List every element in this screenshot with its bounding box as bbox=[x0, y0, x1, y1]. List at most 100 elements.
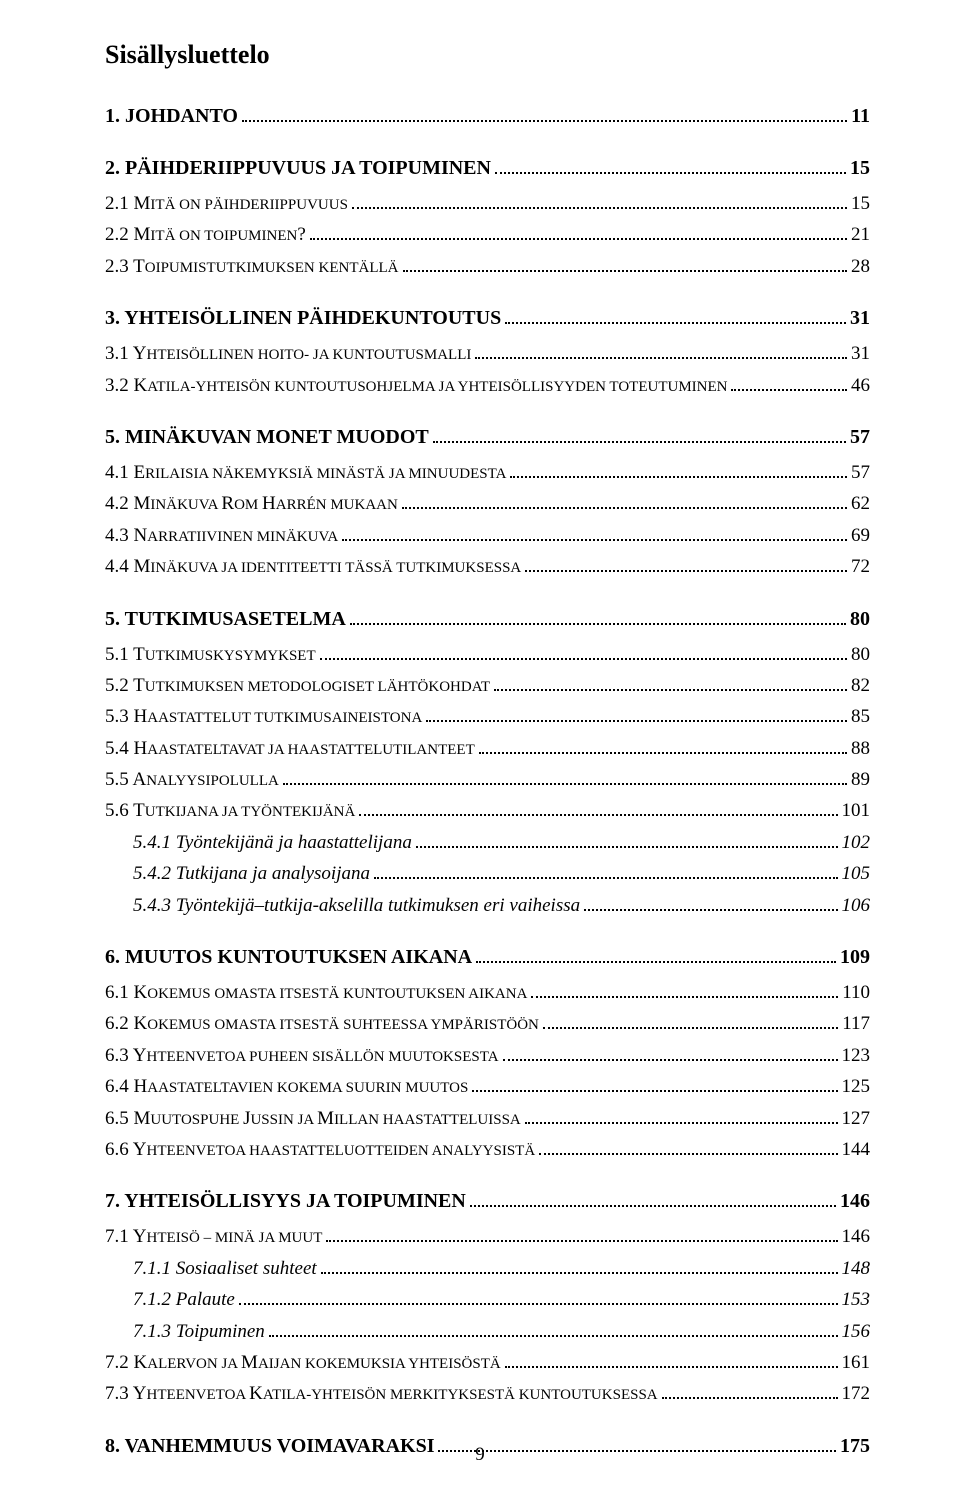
toc-entry: 6.1 KOKEMUS OMASTA ITSESTÄ KUNTOUTUKSEN … bbox=[105, 977, 870, 1008]
toc-entry-page: 57 bbox=[851, 458, 870, 488]
toc-entry: 3. YHTEISÖLLINEN PÄIHDEKUNTOUTUS31 bbox=[105, 302, 870, 334]
toc-leader-dots bbox=[472, 1071, 837, 1092]
toc-leader-dots bbox=[494, 670, 847, 691]
toc-entry-label: 5. TUTKIMUSASETELMA bbox=[105, 603, 346, 635]
toc-entry-page: 82 bbox=[851, 671, 870, 701]
toc-entry-label: 7.1.1 Sosiaaliset suhteet bbox=[105, 1254, 317, 1284]
toc-leader-dots bbox=[374, 858, 838, 879]
toc-entry-label: 6.3 YHTEENVETOA PUHEEN SISÄLLÖN MUUTOKSE… bbox=[105, 1041, 499, 1071]
toc-entry-page: 127 bbox=[842, 1104, 871, 1134]
toc-entry-label: 7.2 KALERVON JA MAIJAN KOKEMUKSIA YHTEIS… bbox=[105, 1348, 501, 1378]
toc-entry: 3.2 KATILA-YHTEISÖN KUNTOUTUSOHJELMA JA … bbox=[105, 370, 870, 401]
toc-entry-page: 69 bbox=[851, 521, 870, 551]
toc-entry: 5.4.3 Työntekijä–tutkija-akselilla tutki… bbox=[105, 890, 870, 921]
document-page: Sisällysluettelo 1. JOHDANTO112. PÄIHDER… bbox=[0, 0, 960, 1506]
toc-entry-label: 6. MUUTOS KUNTOUTUKSEN AIKANA bbox=[105, 941, 472, 973]
toc-entry: 5.4 HAASTATELTAVAT JA HAASTATTELUTILANTE… bbox=[105, 733, 870, 764]
toc-entry-label: 2.1 MITÄ ON PÄIHDERIIPPUVUUS bbox=[105, 189, 348, 219]
toc-entry-label: 7.3 YHTEENVETOA KATILA-YHTEISÖN MERKITYK… bbox=[105, 1379, 658, 1409]
toc-entry: 7.1.3 Toipuminen156 bbox=[105, 1316, 870, 1347]
toc-leader-dots bbox=[310, 219, 847, 240]
toc-leader-dots bbox=[416, 827, 838, 848]
toc-entry-page: 57 bbox=[850, 421, 870, 453]
toc-entry: 5.2 TUTKIMUKSEN METODOLOGISET LÄHTÖKOHDA… bbox=[105, 670, 870, 701]
toc-entry: 7.2 KALERVON JA MAIJAN KOKEMUKSIA YHTEIS… bbox=[105, 1347, 870, 1378]
toc-leader-dots bbox=[283, 764, 847, 785]
toc-entry: 4.2 MINÄKUVA ROM HARRÉN MUKAAN 62 bbox=[105, 488, 870, 519]
toc-entry-page: 15 bbox=[851, 189, 870, 219]
toc-entry-page: 28 bbox=[851, 252, 870, 282]
toc-entry: 7.3 YHTEENVETOA KATILA-YHTEISÖN MERKITYK… bbox=[105, 1378, 870, 1409]
toc-entry: 2.2 MITÄ ON TOIPUMINEN?21 bbox=[105, 219, 870, 250]
toc-entry-page: 146 bbox=[842, 1222, 871, 1252]
toc-entry: 5. MINÄKUVAN MONET MUODOT57 bbox=[105, 421, 870, 453]
toc-leader-dots bbox=[510, 457, 847, 478]
toc-entry: 1. JOHDANTO11 bbox=[105, 100, 870, 132]
toc-entry-label: 1. JOHDANTO bbox=[105, 100, 238, 132]
toc-entry: 6.5 MUUTOSPUHE JUSSIN JA MILLAN HAASTATT… bbox=[105, 1103, 870, 1134]
toc-leader-dots bbox=[326, 1221, 837, 1242]
page-number: 9 bbox=[0, 1444, 960, 1466]
toc-leader-dots bbox=[731, 370, 847, 391]
toc-entry-label: 5.2 TUTKIMUKSEN METODOLOGISET LÄHTÖKOHDA… bbox=[105, 671, 490, 701]
toc-entry-page: 161 bbox=[842, 1348, 871, 1378]
toc-leader-dots bbox=[525, 551, 847, 572]
toc-entry-page: 146 bbox=[840, 1185, 870, 1217]
toc-entry-label: 6.6 YHTEENVETOA HAASTATTELUOTTEIDEN ANAL… bbox=[105, 1135, 535, 1165]
toc-leader-dots bbox=[505, 302, 846, 324]
toc-leader-dots bbox=[475, 338, 847, 359]
toc-leader-dots bbox=[470, 1185, 836, 1207]
toc-entry-label: 5.6 TUTKIJANA JA TYÖNTEKIJÄNÄ bbox=[105, 796, 355, 826]
toc-entry-label: 2.3 TOIPUMISTUTKIMUKSEN KENTÄLLÄ bbox=[105, 252, 399, 282]
toc-entry: 5.6 TUTKIJANA JA TYÖNTEKIJÄNÄ101 bbox=[105, 795, 870, 826]
toc-entry-page: 109 bbox=[840, 941, 870, 973]
toc-leader-dots bbox=[433, 421, 846, 443]
toc-leader-dots bbox=[342, 520, 847, 541]
toc-entry-page: 144 bbox=[842, 1135, 871, 1165]
toc-entry: 7.1.1 Sosiaaliset suhteet 148 bbox=[105, 1253, 870, 1284]
toc-leader-dots bbox=[350, 603, 846, 625]
toc-entry-label: 6.2 KOKEMUS OMASTA ITSESTÄ SUHTEESSA YMP… bbox=[105, 1009, 539, 1039]
toc-entry-page: 85 bbox=[851, 702, 870, 732]
toc-entry-page: 110 bbox=[842, 978, 870, 1008]
toc-entry-page: 102 bbox=[842, 828, 871, 858]
toc-entry: 5.4.2 Tutkijana ja analysoijana105 bbox=[105, 858, 870, 889]
toc-leader-dots bbox=[525, 1103, 838, 1124]
toc-entry-page: 88 bbox=[851, 734, 870, 764]
toc-entry: 2.3 TOIPUMISTUTKIMUKSEN KENTÄLLÄ 28 bbox=[105, 251, 870, 282]
toc-entry: 4.1 ERILAISIA NÄKEMYKSIÄ MINÄSTÄ JA MINU… bbox=[105, 457, 870, 488]
toc-list: 1. JOHDANTO11 2. PÄIHDERIIPPUVUUS JA TOIP… bbox=[105, 100, 870, 1462]
toc-entry: 2.1 MITÄ ON PÄIHDERIIPPUVUUS 15 bbox=[105, 188, 870, 219]
toc-entry-page: 89 bbox=[851, 765, 870, 795]
toc-entry-page: 72 bbox=[851, 552, 870, 582]
toc-entry-page: 62 bbox=[851, 489, 870, 519]
toc-entry-label: 7. YHTEISÖLLISYYS JA TOIPUMINEN bbox=[105, 1185, 466, 1217]
toc-entry: 5.5 ANALYYSIPOLULLA89 bbox=[105, 764, 870, 795]
toc-entry: 5.4.1 Työntekijänä ja haastattelijana102 bbox=[105, 827, 870, 858]
toc-entry: 5.3 HAASTATTELUT TUTKIMUSAINEISTONA85 bbox=[105, 701, 870, 732]
toc-entry-label: 2. PÄIHDERIIPPUVUUS JA TOIPUMINEN bbox=[105, 152, 491, 184]
toc-entry: 6.4 HAASTATELTAVIEN KOKEMA SUURIN MUUTOS… bbox=[105, 1071, 870, 1102]
toc-leader-dots bbox=[503, 1040, 838, 1061]
toc-entry-label: 5.1 TUTKIMUSKYSYMYKSET bbox=[105, 640, 316, 670]
toc-entry-label: 5.4.2 Tutkijana ja analysoijana bbox=[105, 859, 370, 889]
toc-leader-dots bbox=[269, 1316, 838, 1337]
toc-entry-page: 15 bbox=[850, 152, 870, 184]
toc-entry-page: 106 bbox=[842, 891, 871, 921]
toc-entry-page: 153 bbox=[842, 1285, 871, 1315]
toc-entry: 6.3 YHTEENVETOA PUHEEN SISÄLLÖN MUUTOKSE… bbox=[105, 1040, 870, 1071]
toc-leader-dots bbox=[495, 152, 846, 174]
toc-entry-page: 117 bbox=[842, 1009, 870, 1039]
toc-entry-label: 4.2 MINÄKUVA ROM HARRÉN MUKAAN bbox=[105, 489, 398, 519]
toc-entry-page: 31 bbox=[851, 339, 870, 369]
toc-entry-label: 6.5 MUUTOSPUHE JUSSIN JA MILLAN HAASTATT… bbox=[105, 1104, 521, 1134]
toc-entry-label: 5.4.3 Työntekijä–tutkija-akselilla tutki… bbox=[105, 891, 580, 921]
toc-entry: 2. PÄIHDERIIPPUVUUS JA TOIPUMINEN 15 bbox=[105, 152, 870, 184]
toc-entry-page: 148 bbox=[842, 1254, 871, 1284]
toc-leader-dots bbox=[505, 1347, 838, 1368]
toc-entry: 4.3 NARRATIIVINEN MINÄKUVA69 bbox=[105, 520, 870, 551]
toc-leader-dots bbox=[403, 251, 848, 272]
toc-entry-label: 7.1.2 Palaute bbox=[105, 1285, 235, 1315]
toc-leader-dots bbox=[426, 701, 847, 722]
toc-entry-label: 7.1.3 Toipuminen bbox=[105, 1317, 265, 1347]
